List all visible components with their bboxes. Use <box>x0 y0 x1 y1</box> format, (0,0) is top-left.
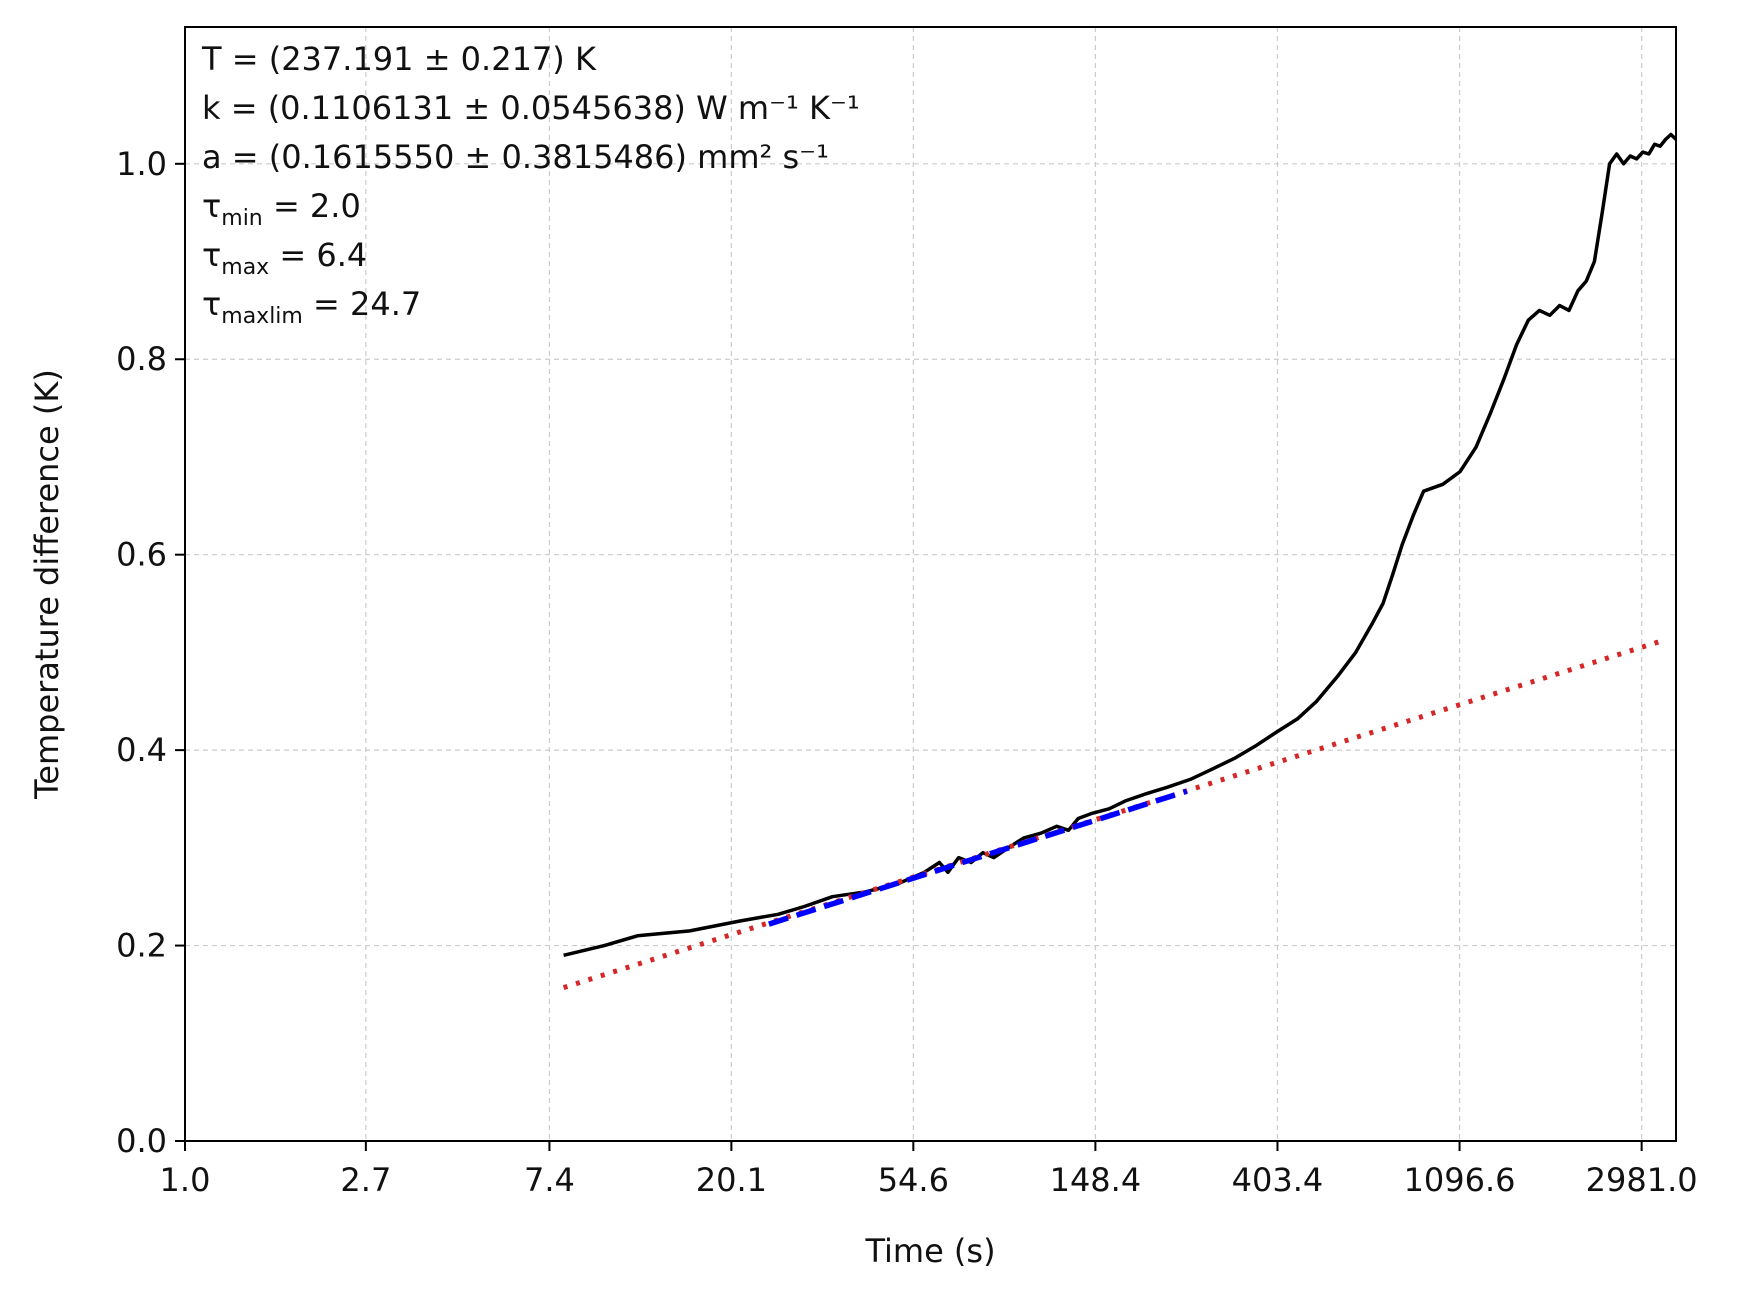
y-tick-label: 0.0 <box>116 1122 167 1160</box>
y-tick-label: 0.4 <box>116 731 167 769</box>
x-tick-label: 7.4 <box>524 1161 575 1199</box>
y-tick-label: 1.0 <box>116 145 167 183</box>
x-tick-label: 20.1 <box>696 1161 767 1199</box>
y-tick-label: 0.2 <box>116 927 167 965</box>
series-line-dashed <box>768 788 1188 927</box>
annotation-line: a = (0.1615550 ± 0.3815486) mm² s⁻¹ <box>202 138 829 176</box>
plot-frame <box>184 26 1677 1142</box>
x-tick-label: 403.4 <box>1232 1161 1324 1199</box>
annotation-line: τmaxlim = 24.7 <box>202 285 421 329</box>
annotation-line: τmax = 6.4 <box>202 236 367 280</box>
y-tick-label: 0.8 <box>116 340 167 378</box>
x-tick-label: 54.6 <box>878 1161 949 1199</box>
y-tick-label: 0.6 <box>116 536 167 574</box>
x-tick-label: 148.4 <box>1050 1161 1142 1199</box>
x-tick-label: 1096.6 <box>1404 1161 1516 1199</box>
x-tick-label: 2.7 <box>340 1161 391 1199</box>
annotation-line: k = (0.1106131 ± 0.0545638) W m⁻¹ K⁻¹ <box>202 89 860 127</box>
x-tick-label: 2981.0 <box>1586 1161 1698 1199</box>
series-layer <box>562 132 1678 990</box>
ticks: 1.0 2.7 7.4 20.1 54.6 148.4 403.4 1096.6 2981.0 0… <box>116 145 1698 1199</box>
y-axis-label: Temperature difference (K) <box>28 369 66 800</box>
x-tick-label: 1.0 <box>160 1161 211 1199</box>
annotation-line: τmin = 2.0 <box>202 187 361 231</box>
annotation-line: T = (237.191 ± 0.217) K <box>201 40 597 78</box>
series-line-dotted <box>562 637 1667 990</box>
x-axis-label: Time (s) <box>864 1232 995 1270</box>
annotation-box: T = (237.191 ± 0.217) K k = (0.1106131 ± … <box>201 40 860 329</box>
